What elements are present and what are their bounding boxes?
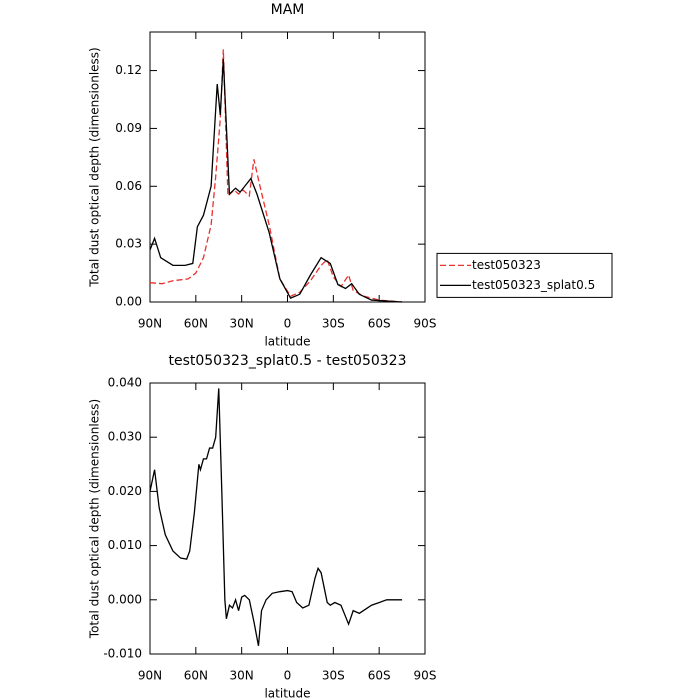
- y-axis-label: Total dust optical depth (dimensionless): [88, 399, 102, 639]
- y-tick-label: 0.09: [115, 121, 142, 135]
- x-tick-label: 90S: [414, 317, 437, 331]
- x-tick-label: 60S: [368, 669, 391, 683]
- x-tick-label: 90N: [138, 669, 162, 683]
- y-tick-label: 0.010: [108, 538, 142, 552]
- data-line: [149, 58, 403, 303]
- y-tick-label: 0.06: [115, 179, 142, 193]
- x-tick-label: 60N: [184, 317, 208, 331]
- x-axis-label: latitude: [264, 335, 310, 349]
- y-axis-label: Total dust optical depth (dimensionless): [88, 47, 102, 287]
- x-tick-label: 60S: [368, 317, 391, 331]
- x-tick-label: 90N: [138, 317, 162, 331]
- data-line: [149, 388, 403, 646]
- y-tick-label: 0.040: [108, 376, 142, 390]
- x-tick-label: 90S: [414, 669, 437, 683]
- legend-label: test050323: [472, 258, 541, 272]
- x-tick-label: 0: [284, 317, 292, 331]
- x-tick-label: 0: [284, 669, 292, 683]
- chart-title: test050323_splat0.5 - test050323: [168, 353, 406, 369]
- x-tick-label: 30N: [230, 669, 254, 683]
- legend-box: [436, 252, 613, 298]
- x-tick-label: 30N: [230, 317, 254, 331]
- y-tick-label: 0.000: [108, 592, 142, 606]
- y-tick-label: 0.020: [108, 484, 142, 498]
- y-tick-label: 0.00: [115, 295, 142, 309]
- y-tick-label: 0.030: [108, 430, 142, 444]
- plot-frame: [149, 31, 426, 303]
- x-axis-label: latitude: [264, 687, 310, 700]
- legend-label: test050323_splat0.5: [472, 278, 595, 292]
- y-tick-label: -0.010: [103, 647, 142, 661]
- x-tick-label: 30S: [322, 669, 345, 683]
- x-tick-label: 60N: [184, 669, 208, 683]
- chart-title: MAM: [271, 2, 305, 18]
- y-tick-label: 0.03: [115, 237, 142, 251]
- plot-frame: [149, 382, 426, 655]
- x-tick-label: 30S: [322, 317, 345, 331]
- y-tick-label: 0.12: [115, 63, 142, 77]
